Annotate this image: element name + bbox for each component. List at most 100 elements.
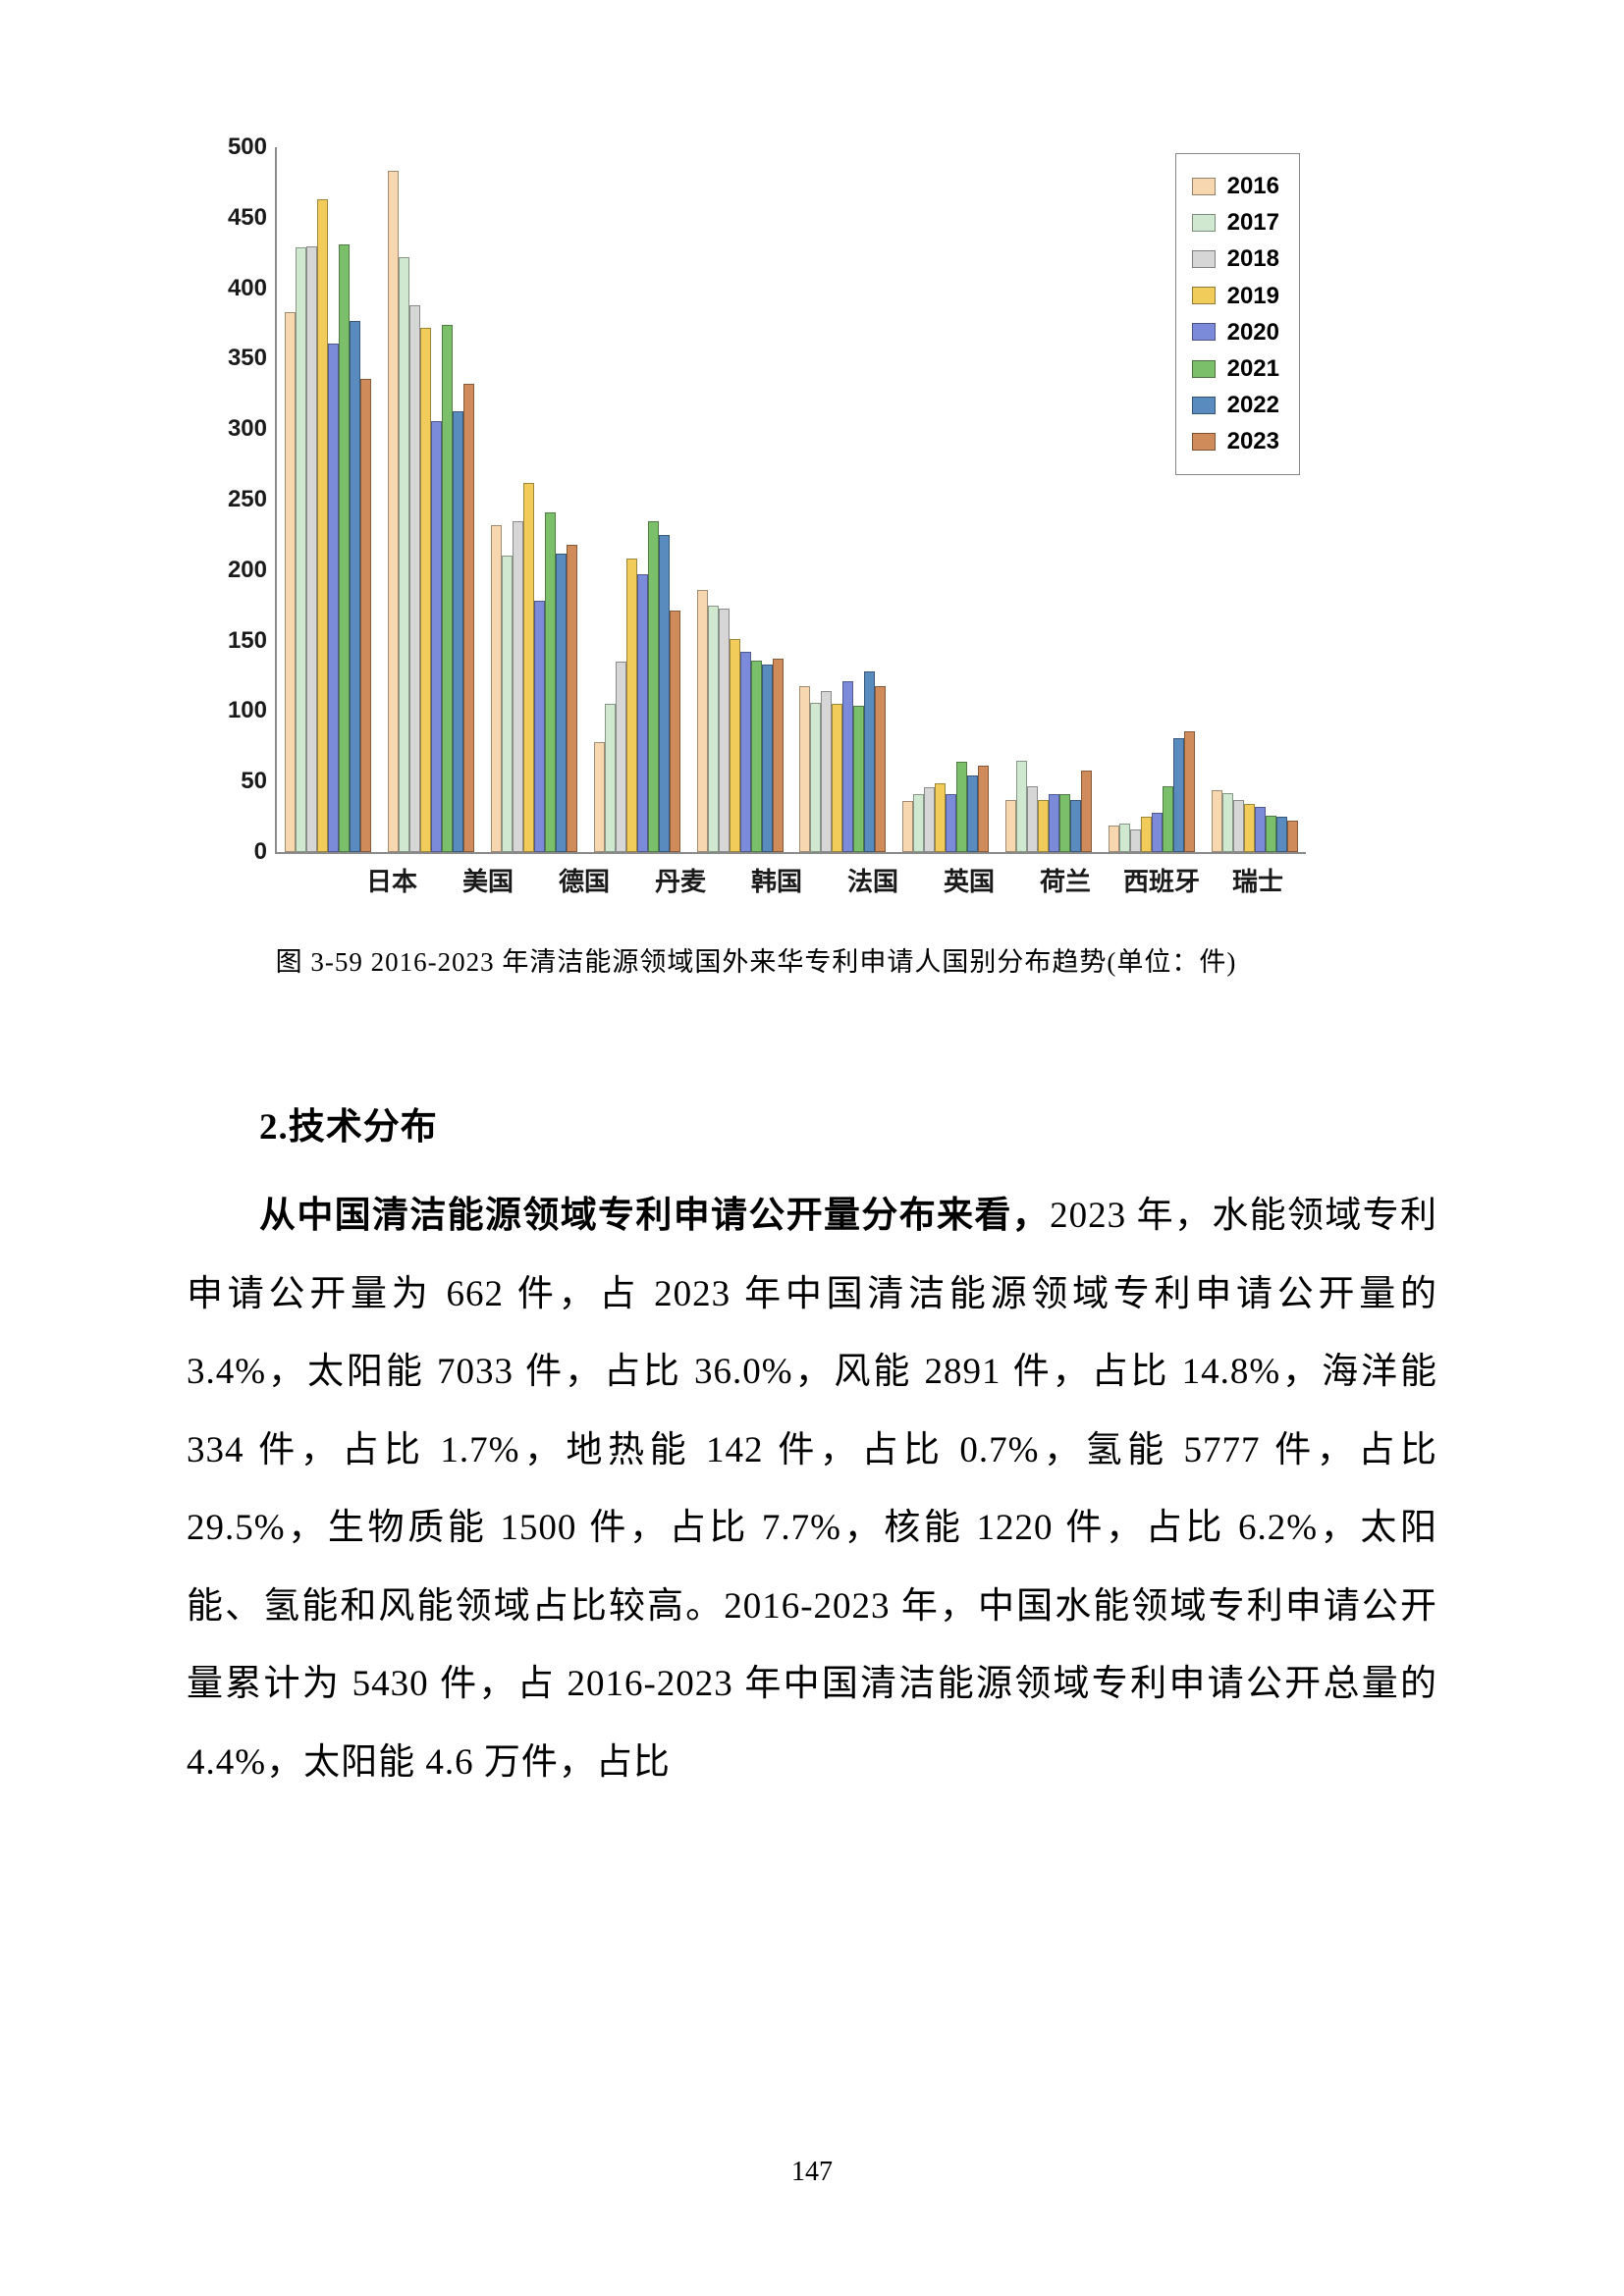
bar-group — [277, 147, 380, 852]
bar — [1163, 786, 1173, 852]
x-axis-category-label: 丹麦 — [632, 854, 729, 903]
bar — [648, 521, 659, 852]
bar-group — [585, 147, 688, 852]
bar — [306, 246, 317, 852]
bar — [399, 257, 409, 852]
bar — [1059, 794, 1070, 852]
bar — [420, 328, 431, 852]
bar — [637, 574, 648, 852]
x-axis-category-label: 日本 — [344, 854, 440, 903]
bar — [1255, 807, 1266, 852]
bar — [1233, 800, 1244, 852]
bar — [1287, 821, 1298, 852]
bar-group — [1100, 147, 1203, 852]
bar — [730, 639, 740, 852]
y-axis-tick-label: 200 — [228, 557, 277, 584]
bar — [751, 661, 762, 852]
bar — [842, 681, 853, 852]
bar — [1038, 800, 1049, 852]
bar — [409, 305, 420, 852]
x-axis-category-label: 荷兰 — [1017, 854, 1113, 903]
bar — [463, 384, 474, 852]
y-axis-tick-label: 50 — [241, 768, 277, 795]
x-axis-category-label: 英国 — [921, 854, 1017, 903]
bar — [773, 659, 784, 852]
bar-group — [894, 147, 998, 852]
bar — [567, 545, 577, 852]
section-heading: 2.技术分布 — [187, 1096, 1437, 1149]
bar — [1016, 761, 1027, 852]
bar — [864, 671, 875, 852]
bar — [523, 483, 534, 852]
body-paragraph: 从中国清洁能源领域专利申请公开量分布来看，2023 年，水能领域专利申请公开量为… — [187, 1177, 1437, 1801]
bar-group — [380, 147, 483, 852]
bar — [317, 199, 328, 852]
y-axis-tick-label: 500 — [228, 133, 277, 161]
bar-group — [483, 147, 586, 852]
bar — [978, 766, 989, 852]
bar — [594, 742, 605, 852]
chart-caption: 图 3-59 2016-2023 年清洁能源领域国外来华专利申请人国别分布趋势(… — [206, 940, 1306, 979]
bar — [534, 601, 545, 852]
bar — [1081, 771, 1092, 852]
bar — [1027, 786, 1038, 852]
y-axis-tick-label: 100 — [228, 697, 277, 724]
bar — [1070, 800, 1081, 852]
bar — [442, 325, 453, 852]
bar — [1276, 817, 1287, 852]
bar — [1266, 816, 1276, 852]
bar — [1212, 790, 1222, 852]
bar — [902, 801, 913, 852]
bar — [697, 590, 708, 852]
bar — [1141, 817, 1152, 852]
bar — [956, 762, 967, 852]
chart-x-axis-labels: 日本美国德国丹麦韩国法国英国荷兰西班牙瑞士 — [344, 854, 1306, 903]
y-axis-tick-label: 0 — [254, 838, 277, 866]
body-lead: 从中国清洁能源领域专利申请公开量分布来看， — [259, 1196, 1050, 1236]
y-axis-tick-label: 250 — [228, 486, 277, 513]
y-axis-tick-label: 450 — [228, 204, 277, 232]
x-axis-category-label: 瑞士 — [1210, 854, 1306, 903]
bar — [799, 686, 810, 852]
bar — [556, 554, 567, 852]
bar — [431, 421, 442, 852]
bar — [350, 321, 360, 852]
bar — [360, 379, 371, 852]
bar — [1049, 794, 1059, 852]
bar — [719, 609, 730, 852]
bar — [740, 652, 751, 852]
body-rest: 2023 年，水能领域专利申请公开量为 662 件，占 2023 年中国清洁能源… — [187, 1196, 1437, 1783]
bar — [605, 704, 616, 852]
bar — [935, 783, 946, 852]
x-axis-category-label: 韩国 — [729, 854, 825, 903]
x-axis-category-label: 美国 — [440, 854, 536, 903]
bar — [832, 704, 842, 852]
bar — [285, 312, 296, 852]
bar — [1173, 738, 1184, 852]
bar — [821, 691, 832, 852]
bar — [659, 535, 670, 852]
bar-group — [791, 147, 894, 852]
bar — [1005, 800, 1016, 852]
bar — [762, 665, 773, 852]
page-number: 147 — [0, 2157, 1624, 2188]
bar — [1222, 793, 1233, 852]
bar — [1184, 731, 1195, 852]
x-axis-category-label: 法国 — [825, 854, 921, 903]
bar-group — [1203, 147, 1306, 852]
bar — [946, 794, 956, 852]
bar — [502, 556, 513, 852]
bar — [708, 606, 719, 852]
bar — [913, 794, 924, 852]
y-axis-tick-label: 300 — [228, 415, 277, 443]
bar — [967, 775, 978, 852]
country-trend-bar-chart: 20162017201820192020202120222023 0501001… — [206, 147, 1306, 979]
bar — [388, 171, 399, 852]
bar — [339, 244, 350, 852]
bar — [1109, 826, 1119, 852]
bar — [296, 247, 306, 852]
bar — [328, 344, 339, 852]
bar — [670, 611, 680, 852]
y-axis-tick-label: 400 — [228, 275, 277, 302]
x-axis-category-label: 德国 — [536, 854, 632, 903]
